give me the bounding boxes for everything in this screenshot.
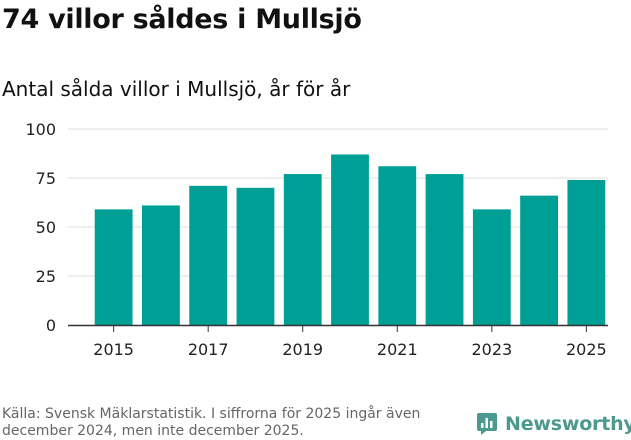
x-tick-label: 2025 <box>566 340 607 359</box>
chart-subtitle: Antal sålda villor i Mullsjö, år för år <box>2 77 351 101</box>
bars <box>94 154 606 325</box>
y-tick-label: 100 <box>25 120 56 139</box>
newsworthy-logo-icon <box>476 412 498 436</box>
chart-title: 74 villor såldes i Mullsjö <box>2 4 362 35</box>
bar-2016 <box>142 205 180 325</box>
y-tick-label: 75 <box>36 169 56 188</box>
source-note: Källa: Svensk Mäklarstatistik. I siffror… <box>2 406 421 439</box>
bar-chart: 0 25 50 75 100 2015 2017 2019 2021 2023 2025 <box>25 120 608 359</box>
bar-2021 <box>378 166 417 325</box>
x-tick-label: 2015 <box>93 340 134 359</box>
bar-2018 <box>236 187 275 325</box>
x-tick-label: 2019 <box>282 340 323 359</box>
bar-2024 <box>520 195 558 325</box>
y-tick-label: 50 <box>36 218 56 237</box>
x-tick-labels: 2015 2017 2019 2021 2023 2025 <box>93 326 607 359</box>
bar-2020 <box>331 154 369 325</box>
y-tick-labels: 0 25 50 75 100 <box>25 120 56 335</box>
bar-2023 <box>472 209 511 325</box>
brand-name: Newsworthy <box>505 413 631 435</box>
brand-logo: Newsworthy <box>476 410 631 438</box>
bar-2025 <box>567 179 606 325</box>
bar-2019 <box>283 174 322 325</box>
x-tick-label: 2021 <box>377 340 418 359</box>
y-tick-label: 25 <box>36 267 56 286</box>
x-tick-label: 2023 <box>471 340 512 359</box>
bar-2022 <box>425 174 464 325</box>
bar-2017 <box>189 185 228 325</box>
bar-2015 <box>94 209 133 325</box>
y-tick-label: 0 <box>46 316 56 335</box>
x-tick-label: 2017 <box>188 340 229 359</box>
